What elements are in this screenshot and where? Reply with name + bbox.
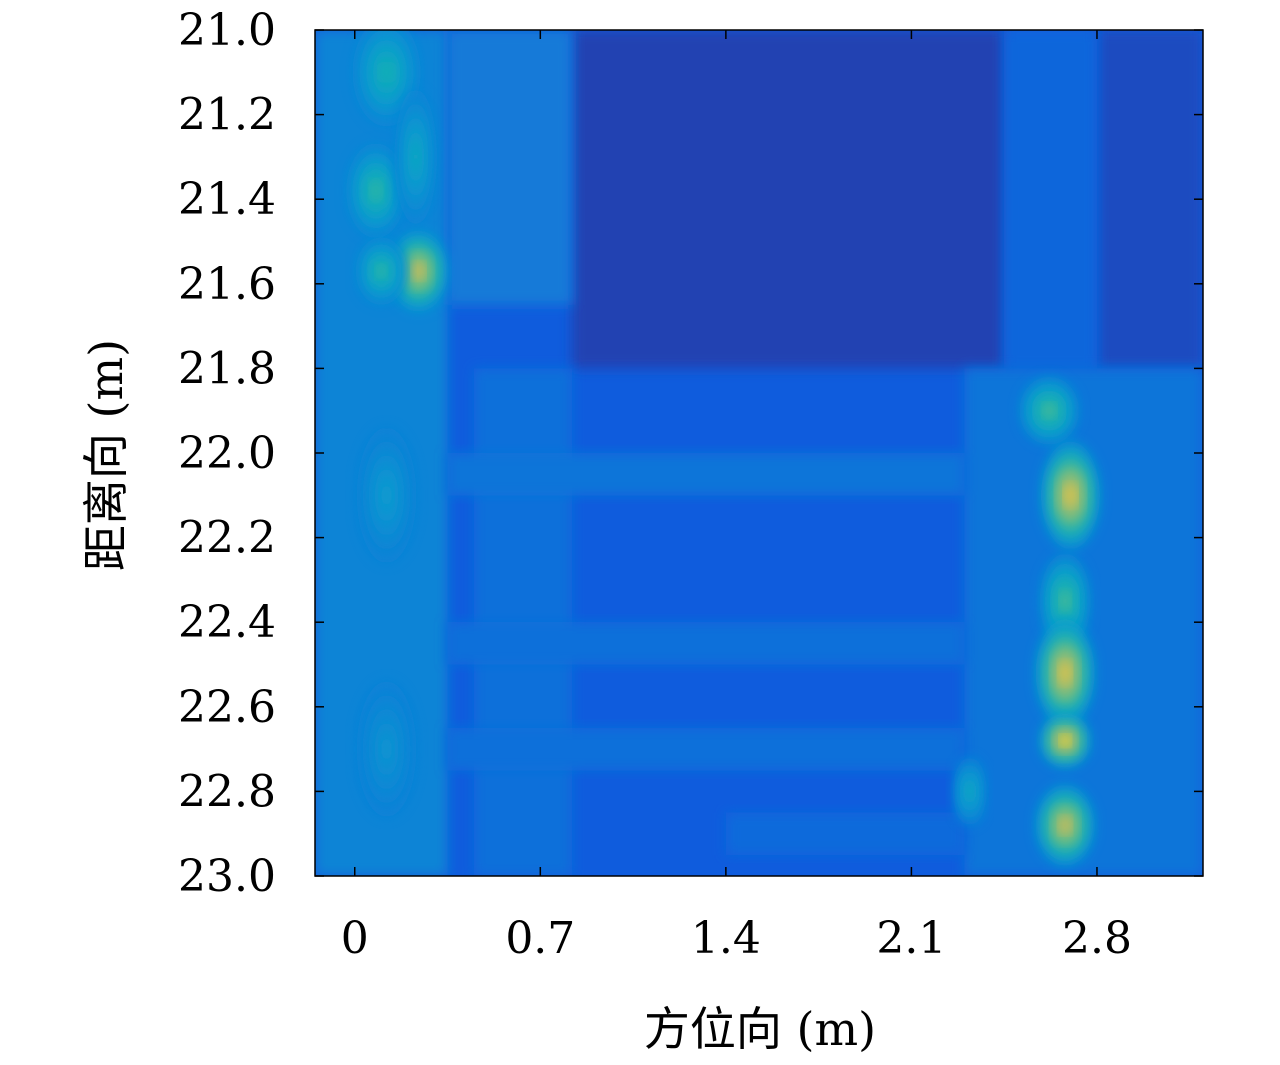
y-tick-label: 21.8 bbox=[178, 343, 276, 394]
x-axis-label: 方位向 (m) bbox=[644, 1002, 876, 1056]
heatmap-region bbox=[447, 622, 965, 665]
heatmap-region bbox=[447, 453, 965, 496]
heatmap-peak bbox=[411, 143, 420, 171]
x-tick-label: 2.1 bbox=[876, 913, 946, 964]
heatmap-region bbox=[725, 812, 965, 855]
x-tick-label: 1.4 bbox=[691, 913, 761, 964]
y-tick-label: 21.0 bbox=[178, 5, 276, 56]
heatmap-peak bbox=[1064, 484, 1077, 507]
heatmap-peak bbox=[1059, 662, 1072, 684]
heatmap-region bbox=[572, 30, 1005, 369]
x-tick-label: 2.8 bbox=[1062, 913, 1132, 964]
heatmap-peak bbox=[412, 262, 425, 280]
y-tick-label: 22.0 bbox=[178, 428, 276, 479]
heatmap-peak bbox=[379, 61, 394, 84]
heatmap-plot-area bbox=[315, 30, 1203, 876]
x-tick-label: 0.7 bbox=[505, 913, 575, 964]
y-tick-label: 22.6 bbox=[178, 682, 276, 733]
heatmap-peak bbox=[1060, 735, 1071, 747]
heatmap-peak bbox=[966, 784, 974, 799]
y-tick-label: 21.6 bbox=[178, 259, 276, 310]
y-tick-label: 22.4 bbox=[178, 597, 276, 648]
x-axis: 0 0.7 1.4 2.1 2.8 bbox=[341, 30, 1132, 964]
heatmap-region bbox=[1096, 30, 1203, 369]
heatmap-peak bbox=[380, 481, 393, 509]
y-axis-label: 距离向 (m) bbox=[79, 339, 133, 571]
heatmap-peak bbox=[1060, 591, 1071, 611]
x-tick-label: 0 bbox=[341, 913, 369, 964]
y-tick-label: 22.8 bbox=[178, 766, 276, 817]
heatmap-peak bbox=[1059, 817, 1072, 834]
y-tick-label: 23.0 bbox=[178, 851, 276, 902]
y-tick-label: 22.2 bbox=[178, 513, 276, 564]
heatmap-peak bbox=[1043, 403, 1056, 418]
heatmap-peak bbox=[370, 181, 382, 201]
y-axis: 21.0 21.2 21.4 21.6 21.8 22.0 22.2 22.4 22.6 22.8… bbox=[178, 5, 1203, 902]
y-tick-label: 21.2 bbox=[178, 90, 276, 141]
heatmap-peak bbox=[380, 735, 393, 763]
heatmap-region bbox=[1004, 30, 1097, 369]
heatmap-region bbox=[447, 30, 573, 305]
heatmap-peak bbox=[376, 264, 387, 278]
y-tick-label: 21.4 bbox=[178, 174, 276, 225]
heatmap-region bbox=[447, 727, 965, 771]
